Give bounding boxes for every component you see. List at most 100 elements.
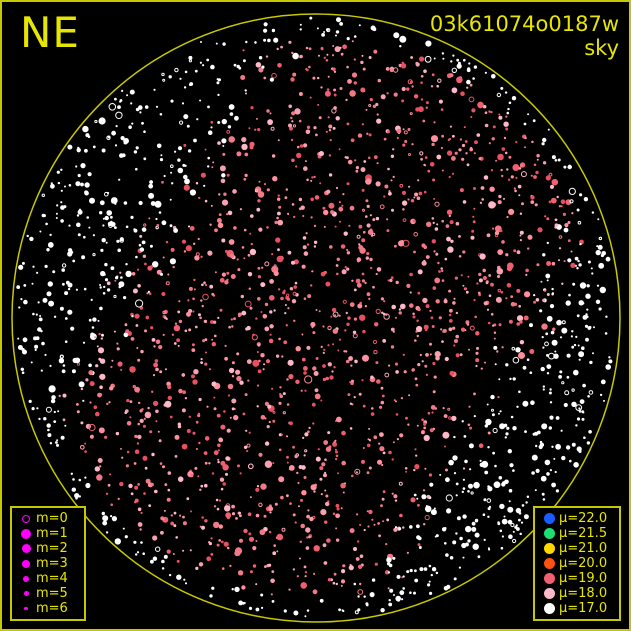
star-marker <box>318 151 324 157</box>
star-marker <box>132 288 138 294</box>
star-marker <box>47 242 54 248</box>
star-marker <box>464 459 468 464</box>
star-marker <box>442 57 445 60</box>
star-marker <box>410 497 416 503</box>
star-marker <box>199 488 202 491</box>
star-marker <box>400 63 407 69</box>
star-marker <box>239 472 242 475</box>
star-marker <box>75 165 78 168</box>
star-marker <box>513 249 517 253</box>
star-marker <box>449 220 454 225</box>
star-marker <box>255 117 258 120</box>
star-marker <box>386 130 390 134</box>
star-marker <box>222 152 226 156</box>
star-marker <box>18 264 24 270</box>
star-marker <box>347 79 352 84</box>
star-marker <box>183 184 190 191</box>
star-marker <box>417 291 421 295</box>
star-marker <box>266 109 270 113</box>
star-marker <box>383 195 386 198</box>
star-marker <box>131 272 136 276</box>
star-marker <box>67 309 73 315</box>
star-marker <box>93 405 98 410</box>
star-marker <box>323 440 329 445</box>
star-marker <box>439 473 442 476</box>
star-marker <box>247 253 251 257</box>
star-marker <box>512 530 515 533</box>
star-marker <box>542 498 546 501</box>
star-marker <box>454 339 458 343</box>
star-marker <box>306 178 309 182</box>
star-marker <box>510 295 514 298</box>
star-marker <box>382 339 387 343</box>
star-marker <box>474 315 478 319</box>
star-marker <box>468 405 471 408</box>
star-marker <box>139 234 143 238</box>
star-marker <box>349 381 352 384</box>
star-marker <box>105 492 109 495</box>
star-marker <box>50 182 53 185</box>
star-marker <box>471 108 476 113</box>
star-marker <box>593 326 595 329</box>
star-marker <box>144 262 147 266</box>
star-marker <box>106 210 112 216</box>
star-marker <box>554 218 558 222</box>
star-marker <box>416 196 421 200</box>
star-marker <box>351 72 358 78</box>
star-marker <box>161 220 167 226</box>
magnitude-label: m=6 <box>36 601 68 616</box>
star-marker <box>198 562 204 567</box>
star-marker <box>178 300 181 303</box>
star-marker <box>353 547 357 551</box>
star-marker <box>125 464 129 468</box>
star-marker <box>578 358 581 361</box>
star-marker <box>174 150 177 153</box>
star-marker <box>88 370 94 376</box>
star-marker <box>416 497 419 500</box>
star-marker <box>84 450 87 453</box>
star-marker <box>135 299 144 308</box>
star-marker <box>239 538 243 543</box>
star-marker <box>553 353 559 359</box>
star-marker <box>285 324 288 327</box>
star-marker <box>71 487 77 492</box>
star-marker <box>546 364 552 369</box>
star-marker <box>441 134 444 138</box>
star-marker <box>38 417 41 421</box>
star-marker <box>370 266 373 270</box>
star-marker <box>441 219 445 223</box>
star-marker <box>385 543 388 546</box>
star-marker <box>248 463 254 470</box>
star-marker <box>291 120 294 123</box>
star-marker <box>130 337 135 341</box>
star-marker <box>99 200 105 206</box>
star-marker <box>150 559 154 564</box>
star-marker <box>531 471 535 475</box>
star-marker <box>123 296 127 300</box>
sky-brightness-label: μ=21.5 <box>559 526 608 541</box>
star-marker <box>401 99 405 103</box>
star-marker <box>261 266 264 269</box>
star-marker <box>326 538 331 543</box>
star-marker <box>333 441 336 444</box>
star-marker <box>314 195 320 200</box>
star-marker <box>277 63 282 68</box>
star-marker <box>248 606 253 611</box>
star-marker <box>138 243 142 247</box>
star-marker <box>236 64 240 69</box>
star-marker <box>561 282 564 285</box>
star-marker <box>44 264 48 268</box>
star-marker <box>278 337 281 341</box>
star-marker <box>284 196 288 200</box>
star-marker <box>272 551 277 555</box>
star-marker <box>136 551 140 554</box>
star-marker <box>161 180 164 184</box>
star-marker <box>320 399 323 402</box>
star-marker <box>87 172 92 177</box>
star-marker <box>204 483 208 488</box>
star-marker <box>174 67 179 73</box>
star-marker <box>217 78 221 82</box>
star-marker <box>257 369 262 374</box>
star-marker <box>191 374 195 379</box>
star-marker <box>582 411 585 414</box>
